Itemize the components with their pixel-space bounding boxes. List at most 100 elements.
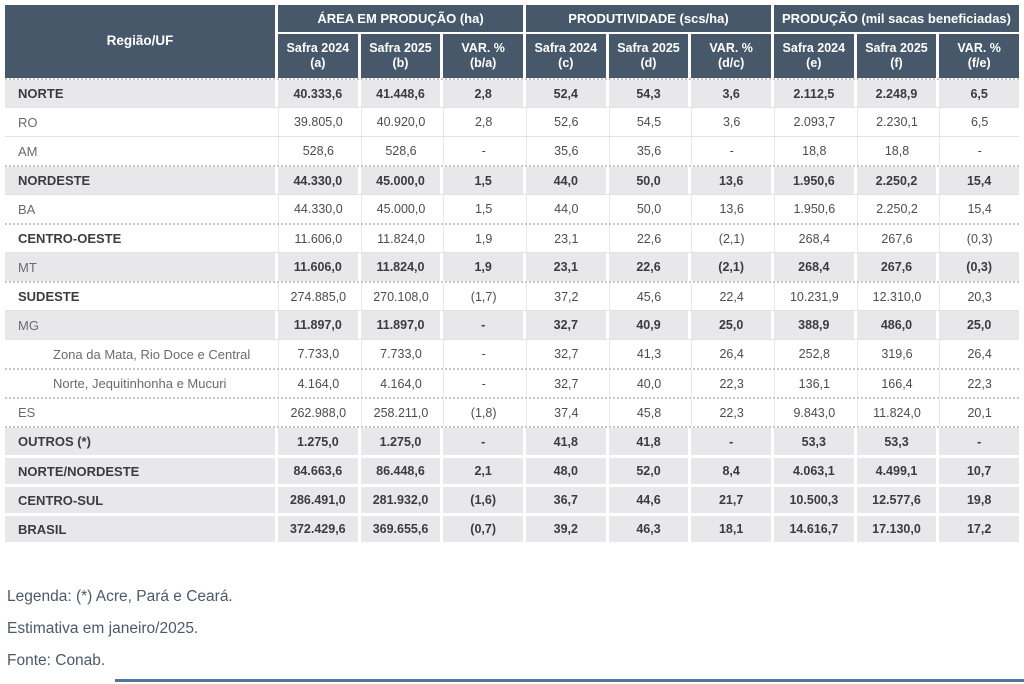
value-cell: -: [443, 311, 523, 339]
value-cell: 18,1: [691, 516, 771, 542]
value-cell: 166,4: [856, 370, 937, 397]
column-header-region: Região/UF: [5, 5, 275, 78]
value-cell: 41.448,6: [360, 80, 441, 107]
value-cell: 1.275,0: [278, 428, 358, 455]
value-cell: 22,6: [608, 253, 689, 281]
value-cell: 17,2: [939, 516, 1019, 542]
table-header: Região/UF ÁREA EM PRODUÇÃO (ha) PRODUTIV…: [5, 5, 1019, 78]
value-cell: (2,1): [691, 225, 771, 252]
value-cell: 52,6: [525, 108, 606, 136]
value-cell: 45.000,0: [360, 195, 441, 223]
value-cell: 41,3: [608, 340, 689, 368]
table-row: AM 528,6 528,6-35,6 35,6-18,8 18,8-: [5, 136, 1019, 165]
source-note: Fonte: Conab.: [7, 652, 106, 669]
value-cell: 1,9: [443, 253, 523, 281]
value-cell: 7.733,0: [360, 340, 441, 368]
value-cell: 12.577,6: [856, 487, 937, 513]
value-cell: 528,6: [278, 137, 358, 165]
value-cell: 6,5: [939, 80, 1019, 107]
value-cell: 11.606,0: [278, 225, 358, 252]
value-cell: 2,8: [443, 80, 523, 107]
estimate-note: Estimativa em janeiro/2025.: [7, 620, 199, 637]
value-cell: 23,1: [525, 225, 606, 252]
region-label: CENTRO-SUL: [5, 487, 275, 513]
value-cell: 23,1: [525, 253, 606, 281]
value-cell: 36,7: [525, 487, 606, 513]
value-cell: 44,0: [525, 167, 606, 194]
value-cell: 1,5: [443, 167, 523, 194]
value-cell: 9.843,0: [773, 399, 854, 426]
value-cell: 45,6: [608, 283, 689, 310]
region-label: Zona da Mata, Rio Doce e Central: [5, 340, 275, 368]
table-row: BRASIL 372.429,6 369.655,6 (0,7) 39,2 46,3 18,…: [5, 513, 1019, 542]
value-cell: (1,8): [443, 399, 523, 426]
value-cell: 3,6: [691, 108, 771, 136]
value-cell: 267,6: [856, 253, 937, 281]
value-cell: 4.164,0: [278, 370, 358, 397]
table-row: SUDESTE 274.885,0 270.108,0 (1,7) 37,2 45,6 22…: [5, 281, 1019, 310]
value-cell: 268,4: [773, 253, 854, 281]
value-cell: 1,5: [443, 195, 523, 223]
bottom-accent-line: [115, 679, 1024, 682]
value-cell: (0,3): [939, 253, 1019, 281]
value-cell: 37,4: [525, 399, 606, 426]
column-subheader-6: VAR. % (d/c): [691, 34, 771, 78]
value-cell: 2.250,2: [856, 167, 937, 194]
value-cell: 39.805,0: [278, 108, 358, 136]
value-cell: 2,1: [443, 458, 523, 484]
value-cell: 268,4: [773, 225, 854, 252]
value-cell: 37,2: [525, 283, 606, 310]
value-cell: 52,0: [608, 458, 689, 484]
value-cell: 50,0: [608, 167, 689, 194]
value-cell: 15,4: [939, 167, 1019, 194]
value-cell: 2.093,7: [773, 108, 854, 136]
value-cell: 44.330,0: [278, 195, 358, 223]
value-cell: (0,7): [443, 516, 523, 542]
region-label: AM: [5, 137, 275, 165]
legend-note: Legenda: (*) Acre, Pará e Ceará.: [7, 588, 233, 605]
group-header-area: ÁREA EM PRODUÇÃO (ha): [278, 5, 523, 32]
value-cell: 18,8: [856, 137, 937, 165]
value-cell: 10.500,3: [773, 487, 854, 513]
value-cell: 40,9: [608, 311, 689, 339]
value-cell: 46,3: [608, 516, 689, 542]
value-cell: 13,6: [691, 195, 771, 223]
value-cell: 21,7: [691, 487, 771, 513]
value-cell: 22,6: [608, 225, 689, 252]
value-cell: 10,7: [939, 458, 1019, 484]
value-cell: (2,1): [691, 253, 771, 281]
value-cell: 20,1: [939, 399, 1019, 426]
value-cell: 3,6: [691, 80, 771, 107]
value-cell: 1,9: [443, 225, 523, 252]
table-row: MG 11.897,0 11.897,0-32,7 40,9 25,0 388,9 486,…: [5, 310, 1019, 339]
value-cell: 32,7: [525, 370, 606, 397]
value-cell: 2.250,2: [856, 195, 937, 223]
value-cell: 32,7: [525, 311, 606, 339]
table-notes: Legenda: (*) Acre, Pará e Ceará. Estimat…: [7, 588, 233, 684]
value-cell: 15,4: [939, 195, 1019, 223]
value-cell: 40.920,0: [360, 108, 441, 136]
region-label: NORDESTE: [5, 167, 275, 194]
value-cell: 41,8: [525, 428, 606, 455]
value-cell: 2.112,5: [773, 80, 854, 107]
value-cell: 45,8: [608, 399, 689, 426]
value-cell: 35,6: [525, 137, 606, 165]
region-label: Norte, Jequitinhonha e Mucuri: [5, 370, 275, 397]
region-label: SUDESTE: [5, 283, 275, 310]
table-row: ES 262.988,0 258.211,0 (1,8) 37,4 45,8 22,3 9.8…: [5, 397, 1019, 426]
value-cell: 286.491,0: [278, 487, 358, 513]
value-cell: 25,0: [691, 311, 771, 339]
value-cell: 54,5: [608, 108, 689, 136]
value-cell: 19,8: [939, 487, 1019, 513]
value-cell: -: [939, 428, 1019, 455]
value-cell: 26,4: [939, 340, 1019, 368]
region-label: BRASIL: [5, 516, 275, 542]
value-cell: 86.448,6: [360, 458, 441, 484]
production-table: Região/UF ÁREA EM PRODUÇÃO (ha) PRODUTIV…: [5, 5, 1019, 542]
group-header-production: PRODUÇÃO (mil sacas beneficiadas): [773, 5, 1019, 32]
value-cell: (1,7): [443, 283, 523, 310]
value-cell: 8,4: [691, 458, 771, 484]
value-cell: -: [939, 137, 1019, 165]
table-row: OUTROS (*) 1.275,0 1.275,0-41,8 41,8-53,3 53…: [5, 426, 1019, 455]
value-cell: 41,8: [608, 428, 689, 455]
